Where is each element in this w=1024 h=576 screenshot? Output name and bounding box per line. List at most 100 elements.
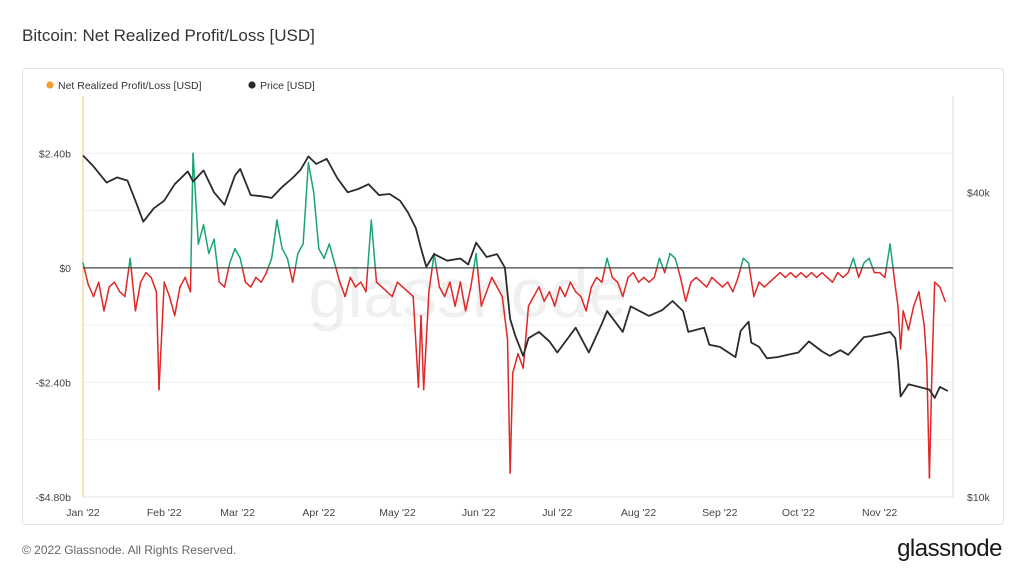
npl-loss-segment bbox=[884, 267, 888, 279]
npl-profit-segment bbox=[129, 257, 132, 269]
x-tick-label: Apr '22 bbox=[302, 507, 335, 519]
npl-loss-segment bbox=[173, 286, 181, 317]
npl-loss-segment bbox=[580, 295, 587, 312]
npl-loss-segment bbox=[454, 281, 462, 307]
npl-profit-segment bbox=[367, 219, 373, 269]
npl-profit-segment bbox=[604, 257, 608, 269]
npl-loss-segment bbox=[155, 290, 160, 391]
npl-profit-segment bbox=[606, 257, 611, 269]
npl-profit-segment bbox=[665, 252, 671, 269]
y-left-tick-label: $0 bbox=[59, 263, 71, 275]
npl-profit-segment bbox=[227, 262, 231, 269]
npl-loss-segment bbox=[184, 276, 192, 293]
npl-profit-segment bbox=[267, 257, 273, 269]
npl-loss-segment bbox=[522, 305, 530, 369]
npl-loss-segment bbox=[831, 271, 839, 283]
npl-loss-segment bbox=[241, 267, 247, 283]
npl-loss-segment bbox=[748, 267, 755, 298]
npl-profit-segment bbox=[307, 162, 315, 193]
y-right-tick-label: $10k bbox=[967, 492, 991, 504]
npl-loss-segment bbox=[857, 267, 863, 279]
npl-loss-segment bbox=[428, 267, 433, 293]
npl-loss-segment bbox=[265, 267, 269, 274]
npl-loss-segment bbox=[118, 290, 126, 298]
npl-loss-segment bbox=[339, 281, 346, 298]
watermark: glassnode bbox=[308, 254, 627, 332]
npl-loss-segment bbox=[899, 310, 904, 350]
x-tick-label: May '22 bbox=[379, 507, 416, 519]
npl-loss-segment bbox=[871, 267, 876, 274]
npl-loss-segment bbox=[928, 367, 933, 479]
npl-loss-segment bbox=[422, 290, 430, 391]
chart-svg[interactable]: glassnode Net Realized Profit/Loss [USD]… bbox=[23, 69, 1003, 524]
npl-loss-segment bbox=[677, 267, 682, 279]
npl-loss-segment bbox=[476, 267, 483, 307]
npl-loss-segment bbox=[810, 271, 818, 279]
npl-loss-segment bbox=[103, 286, 110, 312]
npl-loss-segment bbox=[360, 281, 367, 293]
npl-loss-segment bbox=[108, 281, 116, 288]
npl-loss-segment bbox=[716, 281, 724, 288]
npl-loss-segment bbox=[926, 362, 931, 479]
npl-profit-segment bbox=[889, 243, 894, 269]
npl-loss-segment bbox=[354, 281, 362, 288]
npl-profit-segment bbox=[213, 238, 219, 269]
npl-profit-segment bbox=[323, 243, 331, 260]
npl-profit-segment bbox=[82, 262, 85, 269]
npl-loss-segment bbox=[548, 290, 556, 307]
npl-profit-segment bbox=[318, 248, 325, 260]
npl-profit-segment bbox=[658, 257, 664, 269]
legend-label-1[interactable]: Price [USD] bbox=[260, 80, 315, 92]
npl-loss-segment bbox=[158, 281, 165, 391]
npl-loss-segment bbox=[163, 281, 171, 298]
npl-loss-segment bbox=[459, 281, 467, 312]
npl-loss-segment bbox=[637, 276, 645, 283]
legend-label-0[interactable]: Net Realized Profit/Loss [USD] bbox=[58, 80, 202, 92]
npl-loss-segment bbox=[139, 271, 147, 283]
npl-loss-segment bbox=[821, 271, 828, 279]
npl-loss-segment bbox=[611, 276, 619, 283]
npl-loss-segment bbox=[643, 276, 650, 283]
npl-loss-segment bbox=[616, 281, 624, 298]
x-tick-label: Jun '22 bbox=[462, 507, 496, 519]
npl-loss-segment bbox=[663, 267, 667, 274]
npl-loss-segment bbox=[365, 267, 369, 293]
npl-profit-segment bbox=[739, 257, 745, 269]
npl-loss-segment bbox=[774, 271, 781, 279]
npl-loss-segment bbox=[559, 286, 566, 298]
npl-loss-segment bbox=[517, 353, 524, 369]
y-left-tick-label: -$2.40b bbox=[35, 377, 71, 389]
npl-loss-segment bbox=[485, 276, 493, 293]
brand-logo[interactable]: glassnode bbox=[897, 535, 1002, 562]
npl-loss-segment bbox=[892, 267, 897, 288]
npl-profit-segment bbox=[669, 252, 676, 260]
npl-loss-segment bbox=[532, 286, 540, 298]
npl-loss-segment bbox=[894, 286, 899, 307]
npl-loss-segment bbox=[83, 267, 89, 286]
npl-loss-segment bbox=[855, 267, 860, 279]
npl-loss-segment bbox=[608, 267, 614, 279]
npl-profit-segment bbox=[276, 219, 283, 250]
npl-loss-segment bbox=[784, 271, 792, 279]
npl-loss-segment bbox=[509, 372, 514, 474]
npl-loss-segment bbox=[768, 276, 776, 283]
npl-loss-segment bbox=[407, 290, 414, 298]
page-title: Bitcoin: Net Realized Profit/Loss [USD] bbox=[22, 26, 315, 45]
npl-loss-segment bbox=[412, 295, 420, 388]
npl-profit-segment bbox=[868, 257, 874, 269]
npl-loss-segment bbox=[805, 271, 813, 279]
npl-loss-segment bbox=[907, 305, 915, 331]
npl-loss-segment bbox=[464, 286, 472, 312]
npl-profit-segment bbox=[849, 257, 855, 269]
npl-loss-segment bbox=[438, 286, 446, 298]
npl-loss-segment bbox=[124, 267, 130, 298]
npl-loss-segment bbox=[480, 290, 488, 307]
npl-loss-segment bbox=[758, 281, 766, 288]
npl-loss-segment bbox=[590, 276, 598, 288]
npl-loss-segment bbox=[847, 267, 851, 274]
npl-loss-segment bbox=[585, 286, 593, 312]
npl-loss-segment bbox=[496, 286, 504, 298]
npl-loss-segment bbox=[150, 276, 158, 293]
npl-profit-segment bbox=[885, 243, 891, 269]
npl-loss-segment bbox=[87, 283, 95, 298]
